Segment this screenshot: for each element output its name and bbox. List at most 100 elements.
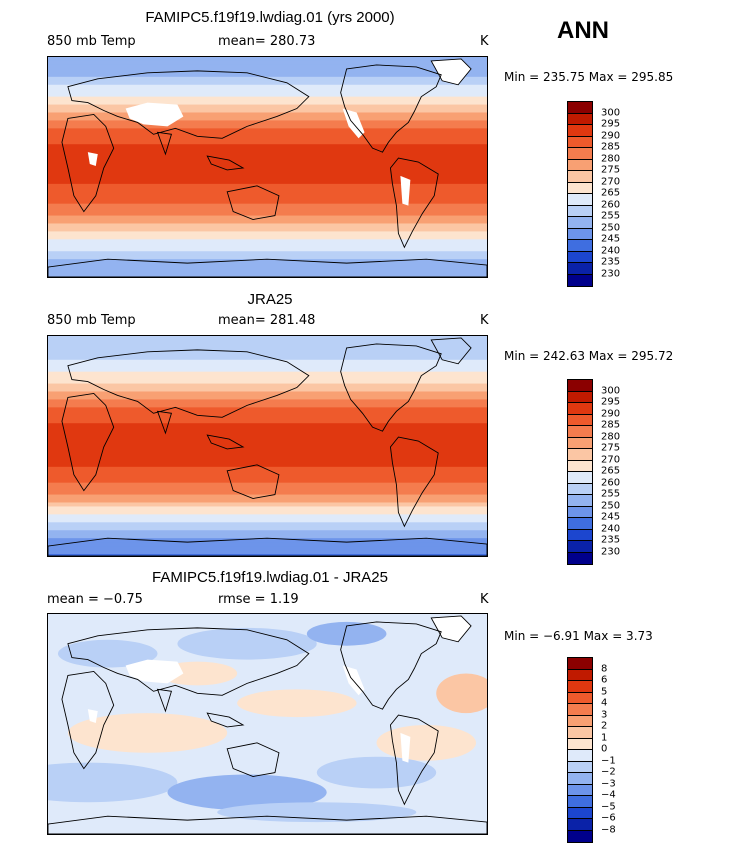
- panel-diff-rmse: rmse = 1.19: [218, 592, 299, 607]
- panel-model-map: [47, 56, 488, 278]
- colorbar-box: [568, 529, 592, 541]
- colorbar-label: 245: [601, 233, 621, 245]
- colorbar-box: [568, 263, 592, 275]
- temperature-field: [48, 614, 487, 834]
- latitude-band: [48, 462, 487, 468]
- latitude-band: [48, 439, 487, 444]
- latitude-band: [48, 271, 487, 276]
- colorbar-label: 2: [601, 720, 608, 732]
- colorbar-box: [568, 773, 592, 785]
- panel-model-units: K: [480, 34, 489, 49]
- colorbar-box: [568, 251, 592, 263]
- coastline: [61, 114, 115, 213]
- colorbar-box: [568, 681, 592, 693]
- latitude-band: [48, 336, 487, 341]
- colorbar-label: 300: [601, 107, 621, 118]
- panel-diff-units: K: [480, 592, 489, 607]
- panel-model-minmax: Min = 235.75 Max = 295.85: [504, 70, 674, 84]
- colorbar-label: 255: [601, 488, 621, 500]
- latitude-band: [48, 506, 487, 511]
- latitude-band: [48, 132, 487, 137]
- colorbar-label: 295: [601, 396, 621, 408]
- colorbar-box: [568, 403, 592, 415]
- latitude-band: [48, 263, 487, 268]
- latitude-band: [48, 458, 487, 464]
- coastline: [67, 70, 310, 139]
- latitude-band: [48, 367, 487, 373]
- latitude-band: [48, 219, 487, 224]
- missing-data-region: [125, 102, 184, 127]
- latitude-band: [48, 187, 487, 193]
- difference-patch: [316, 756, 437, 789]
- colorbar-box: [568, 426, 592, 438]
- colorbar-box: [568, 391, 592, 403]
- latitude-band: [48, 136, 487, 141]
- latitude-band: [48, 534, 487, 539]
- colorbar-box: [568, 715, 592, 727]
- colorbar-label: 1: [601, 732, 608, 743]
- latitude-band: [48, 478, 487, 484]
- colorbar-label: −4: [601, 789, 616, 801]
- panel-diff-minmax: Min = −6.91 Max = 3.73: [504, 629, 653, 643]
- latitude-band: [48, 355, 487, 361]
- difference-patch: [436, 673, 487, 714]
- latitude-band: [48, 538, 487, 543]
- colorbar-box: [568, 830, 592, 842]
- colorbar-box: [568, 228, 592, 240]
- latitude-band: [48, 116, 487, 121]
- latitude-band: [48, 371, 487, 377]
- colorbar-box: [568, 182, 592, 194]
- colorbar-box: [568, 784, 592, 796]
- colorbar-box: [568, 727, 592, 739]
- latitude-band: [48, 92, 487, 98]
- missing-data-region: [125, 659, 184, 684]
- latitude-band: [48, 160, 487, 165]
- panel-obs-mean: mean= 281.48: [218, 313, 316, 328]
- colorbar-label: 260: [601, 199, 621, 210]
- colorbar-box: [568, 796, 592, 808]
- latitude-band: [48, 518, 487, 523]
- colorbar-bar: [567, 101, 593, 287]
- colorbar-label: 280: [601, 153, 621, 164]
- colorbar-box: [568, 414, 592, 426]
- latitude-band: [48, 407, 487, 412]
- colorbar-bar: [567, 657, 593, 843]
- coastline: [226, 464, 280, 499]
- panel-obs-title: JRA25: [247, 291, 293, 308]
- colorbar-label: 300: [601, 385, 621, 396]
- latitude-band: [48, 152, 487, 157]
- coastline: [67, 349, 310, 418]
- coastline: [226, 742, 280, 777]
- latitude-band: [48, 96, 487, 102]
- colorbar-label: 255: [601, 210, 621, 222]
- panel-model-field: 850 mb Temp: [47, 34, 136, 49]
- latitude-band: [48, 64, 487, 70]
- latitude-band: [48, 427, 487, 432]
- panel-diff-mean: mean = −0.75: [47, 592, 143, 607]
- coastline: [156, 131, 173, 156]
- latitude-band: [48, 148, 487, 153]
- colorbar-label: 8: [601, 663, 608, 674]
- latitude-band: [48, 231, 487, 236]
- latitude-band: [48, 522, 487, 527]
- colorbar-label: 295: [601, 118, 621, 130]
- colorbar-box: [568, 506, 592, 518]
- latitude-band: [48, 57, 487, 62]
- colorbar-label: 230: [601, 546, 621, 557]
- colorbar-box: [568, 460, 592, 472]
- latitude-band: [48, 474, 487, 480]
- colorbar-label: 4: [601, 697, 608, 709]
- colorbar-box: [568, 669, 592, 681]
- colorbar-label: 250: [601, 222, 621, 233]
- latitude-band: [48, 195, 487, 201]
- latitude-band: [48, 108, 487, 113]
- latitude-band: [48, 259, 487, 264]
- latitude-band: [48, 343, 487, 349]
- latitude-band: [48, 247, 487, 252]
- latitude-band: [48, 267, 487, 272]
- colorbar-box: [568, 205, 592, 217]
- latitude-band: [48, 104, 487, 110]
- colorbar-box: [568, 102, 592, 114]
- latitude-band: [48, 498, 487, 503]
- colorbar-box: [568, 692, 592, 704]
